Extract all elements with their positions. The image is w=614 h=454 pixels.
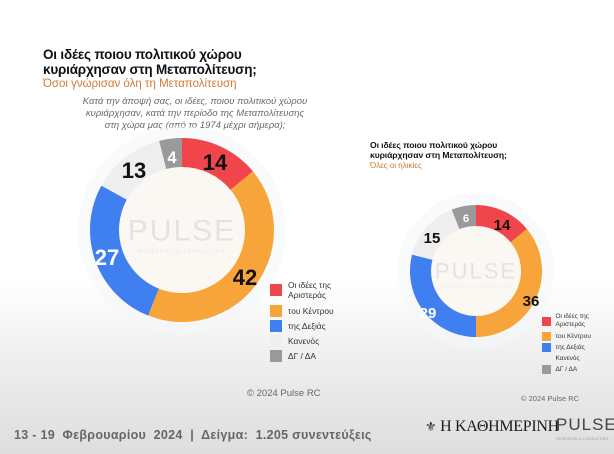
legend-label: ΔΓ / ΔΑ bbox=[556, 366, 578, 374]
donut-value-label: 14 bbox=[203, 150, 228, 175]
donut-slice-2 bbox=[148, 171, 275, 322]
right-title-line1: Οι ιδέες ποιου πολιτικού χώρου bbox=[370, 140, 498, 150]
legend-item: του Κέντρου bbox=[542, 332, 591, 341]
legend-swatch bbox=[542, 316, 551, 326]
donut-slice-3 bbox=[90, 185, 159, 316]
legend-label: Κανενός bbox=[556, 355, 580, 363]
legend-label-line1: Οι ιδέες της bbox=[555, 313, 589, 320]
donut-value-label: 14 bbox=[494, 217, 511, 234]
donut-slice-3 bbox=[410, 254, 476, 337]
donut-value-label: 4 bbox=[167, 149, 177, 167]
legend-swatch bbox=[542, 343, 551, 352]
footer-dates-sample: 13 - 19 Φεβρουαρίου 2024 | Δείγμα: 1.205… bbox=[14, 428, 372, 442]
legend-item: της Δεξιάς bbox=[542, 343, 585, 352]
legend-item: Κανενός bbox=[270, 335, 319, 347]
donut-slice-5 bbox=[451, 205, 476, 230]
legend-item: ΔΓ / ΔΑ bbox=[270, 350, 316, 362]
legend-label-line1: του Κέντρου bbox=[288, 306, 334, 316]
legend-label: Οι ιδέες της Αριστεράς bbox=[556, 313, 589, 329]
legend-item: Οι ιδέες της Αριστεράς bbox=[270, 280, 331, 300]
kathimerini-emblem-icon: ⚜ bbox=[425, 419, 437, 434]
copyright-right: © 2024 Pulse RC bbox=[521, 394, 580, 403]
legend-item: της Δεξιάς bbox=[270, 320, 326, 332]
right-title-line2: κυριάρχησαν στη Μεταπολίτευση; bbox=[370, 150, 507, 160]
pulse-watermark: PULSE bbox=[435, 259, 517, 284]
copyright-left: © 2024 Pulse RC bbox=[247, 388, 321, 399]
legend-label-line1: Οι ιδέες της bbox=[288, 280, 332, 290]
pulse-watermark-tagline: RESEARCH & CONSULTING bbox=[440, 285, 512, 289]
legend-swatch bbox=[270, 335, 282, 347]
legend-label: της Δεξιάς bbox=[556, 344, 585, 352]
legend-label: Κανενός bbox=[288, 336, 319, 346]
legend-swatch bbox=[270, 284, 282, 296]
legend-item: ΔΓ / ΔΑ bbox=[542, 365, 577, 374]
legend-item: Κανενός bbox=[542, 354, 580, 363]
pulse-watermark: PULSE bbox=[128, 215, 236, 248]
kathimerini-logo: ⚜ Η ΚΑΘΗΜΕΡΙΝΗ bbox=[425, 418, 559, 436]
donut-slice-1 bbox=[182, 138, 253, 190]
donut-hole bbox=[431, 226, 521, 316]
left-title-line2: κυριάρχησαν στη Μεταπολίτευση; bbox=[43, 62, 257, 77]
legend-label-line1: του Κέντρου bbox=[555, 332, 591, 340]
donut-value-label: 15 bbox=[424, 230, 441, 247]
donut-value-label: 6 bbox=[463, 213, 469, 225]
legend-swatch bbox=[270, 305, 282, 317]
pulse-tagline: RESEARCH & CONSULTING bbox=[556, 437, 609, 441]
donut-value-label: 13 bbox=[122, 158, 146, 183]
legend-swatch bbox=[270, 320, 282, 332]
donut-hole bbox=[119, 167, 245, 293]
donut-slice-1 bbox=[476, 205, 527, 243]
legend-label: του Κέντρου bbox=[556, 333, 591, 341]
right-chart-subtitle: Όλες οι ηλικίες bbox=[370, 161, 422, 170]
left-chart-title: Οι ιδέες ποιου πολιτικού χώρου κυριάρχησ… bbox=[43, 47, 257, 77]
donut-slice-4 bbox=[101, 140, 167, 200]
survey-question: Κατά την άποψή σας, οι ιδέες, ποιου πολι… bbox=[60, 96, 330, 132]
right-chart-title: Οι ιδέες ποιου πολιτικού χώρου κυριάρχησ… bbox=[370, 140, 507, 160]
legend-item: Οι ιδέες της Αριστεράς bbox=[542, 313, 589, 329]
legend-label-line1: Κανενός bbox=[288, 336, 320, 346]
question-line3: στη χώρα μας (από το 1974 μέχρι σήμερα); bbox=[104, 120, 286, 131]
left-chart-subtitle: Όσοι γνώρισαν όλη τη Μεταπολίτευση bbox=[43, 78, 237, 90]
donut-value-label: 27 bbox=[95, 245, 119, 270]
legend-item: του Κέντρου bbox=[270, 305, 334, 317]
donut-slice-5 bbox=[159, 138, 182, 169]
pulse-watermark-tagline: RESEARCH & CONSULTING bbox=[138, 249, 225, 254]
legend-label-line1: ΔΓ / ΔΑ bbox=[288, 351, 316, 361]
donut-slice-2 bbox=[476, 228, 543, 337]
legend-swatch bbox=[542, 354, 551, 363]
donut-slice-4 bbox=[412, 209, 460, 260]
donut-value-label: 29 bbox=[420, 305, 437, 322]
legend-label: της Δεξιάς bbox=[288, 321, 326, 331]
legend-label-line1: ΔΓ / ΔΑ bbox=[555, 365, 578, 373]
pulse-logo: PULSE bbox=[556, 415, 614, 434]
legend-label-line1: της Δεξιάς bbox=[288, 321, 326, 331]
legend-label-line2: Αριστεράς bbox=[288, 290, 327, 300]
question-line2: κυριάρχησαν, κατά την περίοδο της Μεταπο… bbox=[85, 108, 305, 119]
question-line1: Κατά την άποψή σας, οι ιδέες, ποιου πολι… bbox=[82, 96, 308, 107]
kathimerini-name: Η ΚΑΘΗΜΕΡΙΝΗ bbox=[440, 418, 559, 435]
legend-label-line1: της Δεξιάς bbox=[555, 343, 585, 351]
legend-swatch bbox=[542, 365, 551, 374]
legend-label-line2: Αριστεράς bbox=[555, 321, 586, 328]
legend-swatch bbox=[542, 332, 551, 341]
donut-value-label: 36 bbox=[523, 293, 540, 310]
legend-label: του Κέντρου bbox=[288, 306, 334, 316]
left-title-line1: Οι ιδέες ποιου πολιτικού χώρου bbox=[43, 47, 242, 62]
legend-label: ΔΓ / ΔΑ bbox=[288, 351, 316, 361]
legend-swatch bbox=[270, 350, 282, 362]
legend-label-line1: Κανενός bbox=[555, 354, 580, 362]
donut-value-label: 42 bbox=[233, 265, 257, 290]
legend-label: Οι ιδέες της Αριστεράς bbox=[288, 280, 331, 300]
